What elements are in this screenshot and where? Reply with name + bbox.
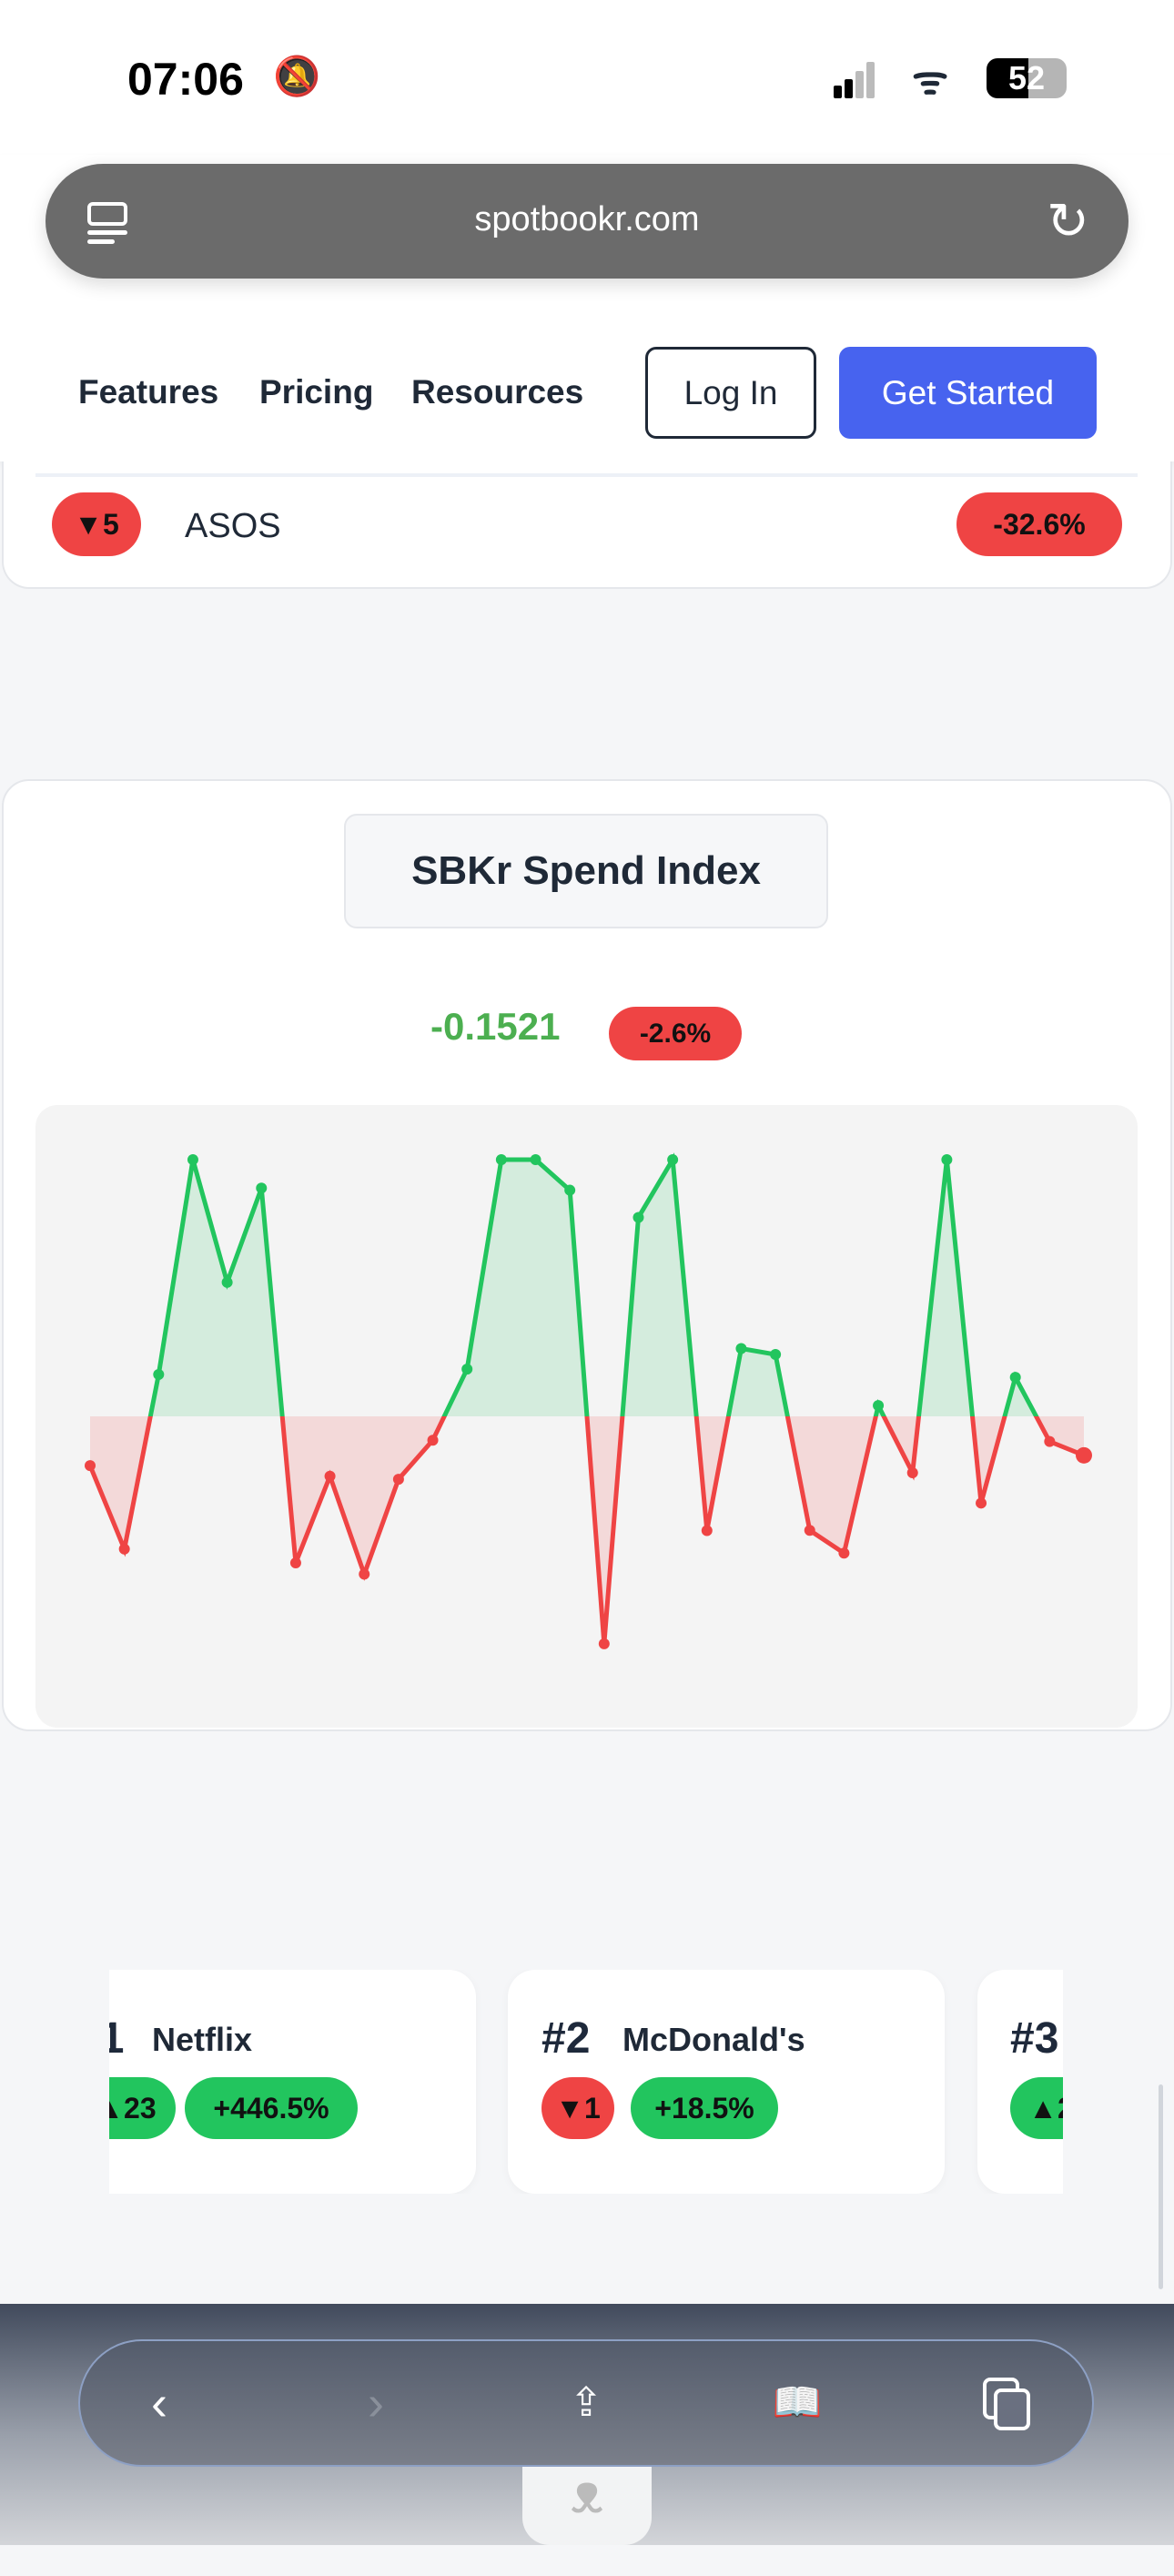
data-point[interactable] bbox=[941, 1154, 953, 1165]
data-point[interactable] bbox=[701, 1525, 713, 1536]
rankings-carousel[interactable]: #1 Netflix ▲23 +446.5% #2 McDonald's ▼1 … bbox=[109, 1970, 1063, 2194]
change-badge: -32.6% bbox=[956, 492, 1122, 556]
data-point[interactable] bbox=[85, 1460, 96, 1472]
index-value: -0.1521 bbox=[430, 1005, 561, 1048]
data-point[interactable] bbox=[461, 1364, 473, 1375]
data-point[interactable] bbox=[667, 1154, 679, 1165]
data-point[interactable] bbox=[324, 1470, 336, 1482]
wifi-icon: ᯤ bbox=[912, 58, 949, 103]
data-point[interactable] bbox=[359, 1568, 370, 1580]
ranking-card[interactable]: #2 McDonald's ▼1 +18.5% bbox=[508, 1970, 945, 2194]
brand-name: McDonald's bbox=[622, 2021, 805, 2058]
data-point[interactable] bbox=[770, 1349, 782, 1361]
data-point[interactable] bbox=[530, 1154, 541, 1165]
login-button[interactable]: Log In bbox=[645, 347, 816, 439]
data-point[interactable] bbox=[838, 1547, 850, 1559]
data-point[interactable] bbox=[256, 1182, 268, 1194]
nav-resources[interactable]: Resources bbox=[411, 373, 584, 411]
share-icon[interactable]: ⇪ bbox=[569, 2380, 603, 2425]
battery-icon: 52 bbox=[987, 58, 1067, 98]
data-point[interactable] bbox=[1076, 1446, 1092, 1464]
forward-icon[interactable]: › bbox=[368, 2376, 384, 2430]
series-line-negative bbox=[87, 1416, 1085, 1645]
bookmarks-icon[interactable]: 📖 bbox=[772, 2380, 823, 2425]
tabs-icon[interactable] bbox=[983, 2378, 1032, 2432]
data-point[interactable] bbox=[221, 1276, 233, 1288]
bell-slash-icon: 🔕 bbox=[273, 55, 321, 97]
data-point[interactable] bbox=[118, 1543, 130, 1555]
scrollbar[interactable] bbox=[1159, 2084, 1163, 2289]
data-point[interactable] bbox=[633, 1212, 644, 1223]
data-point[interactable] bbox=[906, 1467, 918, 1479]
nav-features[interactable]: Features bbox=[78, 373, 219, 411]
data-point[interactable] bbox=[598, 1638, 610, 1649]
brand-name: Netflix bbox=[152, 2021, 253, 2058]
data-point[interactable] bbox=[804, 1525, 815, 1536]
rank-change-badge: ▲23 bbox=[109, 2077, 176, 2139]
status-bar bbox=[0, 0, 1174, 155]
data-point[interactable] bbox=[392, 1474, 404, 1486]
data-point[interactable] bbox=[495, 1154, 507, 1165]
change-badge: +18.5% bbox=[631, 2077, 778, 2139]
signal-icon bbox=[834, 62, 875, 98]
reload-icon[interactable]: ↻ bbox=[1047, 192, 1089, 249]
rank-number: #1 bbox=[109, 2014, 125, 2063]
data-point[interactable] bbox=[1044, 1435, 1056, 1447]
ranking-card[interactable]: #3 ▲2 bbox=[977, 1970, 1063, 2194]
rank-change-badge: ▼5 bbox=[52, 492, 141, 556]
get-started-button[interactable]: Get Started bbox=[839, 347, 1097, 439]
data-point[interactable] bbox=[564, 1184, 576, 1196]
divider bbox=[35, 473, 1138, 477]
brand-name: ASOS bbox=[185, 507, 281, 545]
data-point[interactable] bbox=[187, 1154, 198, 1165]
ranking-card[interactable]: #1 Netflix ▲23 +446.5% bbox=[109, 1970, 476, 2194]
change-badge: +446.5% bbox=[185, 2077, 358, 2139]
url-text[interactable]: spotbookr.com bbox=[474, 200, 700, 238]
area-negative bbox=[90, 1416, 1084, 1644]
list-item[interactable]: ▼5 ASOS -32.6% bbox=[0, 461, 1174, 556]
tabs-overview-icon[interactable] bbox=[87, 202, 127, 244]
data-point[interactable] bbox=[427, 1435, 439, 1446]
toolbar-pill bbox=[78, 2339, 1094, 2467]
data-point[interactable] bbox=[153, 1369, 165, 1381]
status-time: 07:06 bbox=[127, 54, 244, 105]
rank-number: #2 bbox=[541, 2014, 591, 2063]
data-point[interactable] bbox=[1009, 1372, 1021, 1384]
address-bar[interactable]: spotbookr.com ↻ bbox=[46, 164, 1128, 279]
data-point[interactable] bbox=[873, 1400, 885, 1412]
rank-change-badge: ▲2 bbox=[1010, 2077, 1063, 2139]
index-change-badge: -2.6% bbox=[609, 1007, 742, 1060]
nav-pricing[interactable]: Pricing bbox=[259, 373, 374, 411]
series-line-positive bbox=[147, 1152, 1039, 1416]
data-point[interactable] bbox=[735, 1343, 747, 1354]
data-point[interactable] bbox=[976, 1497, 987, 1509]
index-title[interactable]: SBKr Spend Index bbox=[344, 814, 828, 928]
data-point[interactable] bbox=[289, 1557, 301, 1569]
rank-change-badge: ▼1 bbox=[541, 2077, 614, 2139]
back-icon[interactable]: ‹ bbox=[151, 2376, 167, 2430]
rank-number: #3 bbox=[1010, 2014, 1059, 2063]
